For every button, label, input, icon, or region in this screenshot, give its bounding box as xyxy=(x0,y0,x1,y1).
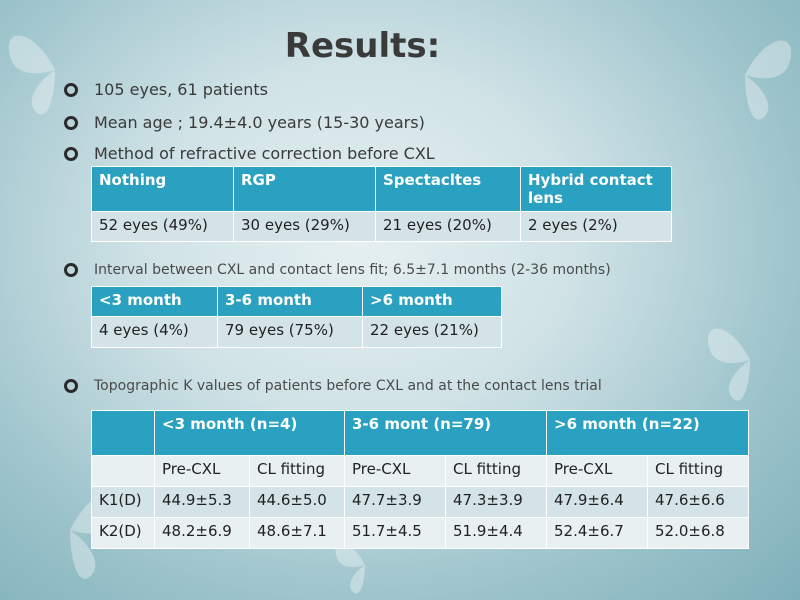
table-cell: 4 eyes (4%) xyxy=(91,316,218,348)
table-cell: 51.9±4.4 xyxy=(445,517,547,549)
table-cell: K1(D) xyxy=(91,486,155,518)
table-cell: 47.9±6.4 xyxy=(546,486,648,518)
table-cell: CL fitting xyxy=(445,455,547,487)
table-cell: 48.6±7.1 xyxy=(249,517,345,549)
slide-title: Results: xyxy=(284,26,441,66)
bullet-item: Topographic K values of patients before … xyxy=(64,378,602,394)
bullet-circle-icon xyxy=(64,379,78,393)
butterfly-decoration xyxy=(8,35,55,115)
table-cell: 47.7±3.9 xyxy=(344,486,446,518)
bullet-text: Topographic K values of patients before … xyxy=(94,378,602,394)
table-header-cell: Spectacltes xyxy=(375,166,521,212)
correction-method-table: Nothing RGP Spectacltes Hybrid contact l… xyxy=(91,166,672,242)
table-cell: 30 eyes (29%) xyxy=(233,211,376,242)
k-values-table: <3 month (n=4) 3-6 mont (n=79) >6 month … xyxy=(91,410,749,549)
table-cell: Pre-CXL xyxy=(344,455,446,487)
table-header-cell: Nothing xyxy=(91,166,234,212)
bullet-circle-icon xyxy=(64,82,78,97)
table-header-cell: >6 month (n=22) xyxy=(546,410,749,456)
interval-table: <3 month 3-6 month >6 month 4 eyes (4%) … xyxy=(91,286,502,348)
table-header-cell: RGP xyxy=(233,166,376,212)
table-cell: 52 eyes (49%) xyxy=(91,211,234,242)
bullet-item: 105 eyes, 61 patients xyxy=(64,80,268,99)
bullet-circle-icon xyxy=(64,115,78,130)
butterfly-decoration xyxy=(335,543,365,594)
bullet-text: Interval between CXL and contact lens fi… xyxy=(94,262,611,278)
table-cell: 48.2±6.9 xyxy=(154,517,250,549)
table-cell: 47.3±3.9 xyxy=(445,486,547,518)
table-cell: 22 eyes (21%) xyxy=(362,316,502,348)
table-cell: Pre-CXL xyxy=(154,455,250,487)
table-cell: 51.7±4.5 xyxy=(344,517,446,549)
table-header-cell: <3 month (n=4) xyxy=(154,410,345,456)
table-header-cell: 3-6 month xyxy=(217,286,363,317)
table-cell: 52.4±6.7 xyxy=(546,517,648,549)
table-cell xyxy=(91,455,155,487)
bullet-circle-icon xyxy=(64,263,78,277)
table-cell: CL fitting xyxy=(647,455,749,487)
butterfly-decoration xyxy=(708,328,750,401)
table-cell: CL fitting xyxy=(249,455,345,487)
bullet-item: Method of refractive correction before C… xyxy=(64,144,435,163)
bullet-text: Mean age ; 19.4±4.0 years (15-30 years) xyxy=(94,113,425,132)
table-cell: Pre-CXL xyxy=(546,455,648,487)
table-cell: K2(D) xyxy=(91,517,155,549)
bullet-text: Method of refractive correction before C… xyxy=(94,144,435,163)
table-header-cell: 3-6 mont (n=79) xyxy=(344,410,547,456)
table-cell: 21 eyes (20%) xyxy=(375,211,521,242)
bullet-item: Mean age ; 19.4±4.0 years (15-30 years) xyxy=(64,113,425,132)
bullet-item: Interval between CXL and contact lens fi… xyxy=(64,262,611,278)
table-cell: 44.6±5.0 xyxy=(249,486,345,518)
table-cell: 47.6±6.6 xyxy=(647,486,749,518)
table-cell: 79 eyes (75%) xyxy=(217,316,363,348)
table-cell: 44.9±5.3 xyxy=(154,486,250,518)
table-header-cell xyxy=(91,410,155,456)
table-cell: 2 eyes (2%) xyxy=(520,211,672,242)
butterfly-decoration xyxy=(745,40,792,120)
table-header-cell: Hybrid contact lens xyxy=(520,166,672,212)
table-cell: 52.0±6.8 xyxy=(647,517,749,549)
bullet-text: 105 eyes, 61 patients xyxy=(94,80,269,99)
table-header-cell: <3 month xyxy=(91,286,218,317)
table-header-cell: >6 month xyxy=(362,286,502,317)
bullet-circle-icon xyxy=(64,146,78,161)
